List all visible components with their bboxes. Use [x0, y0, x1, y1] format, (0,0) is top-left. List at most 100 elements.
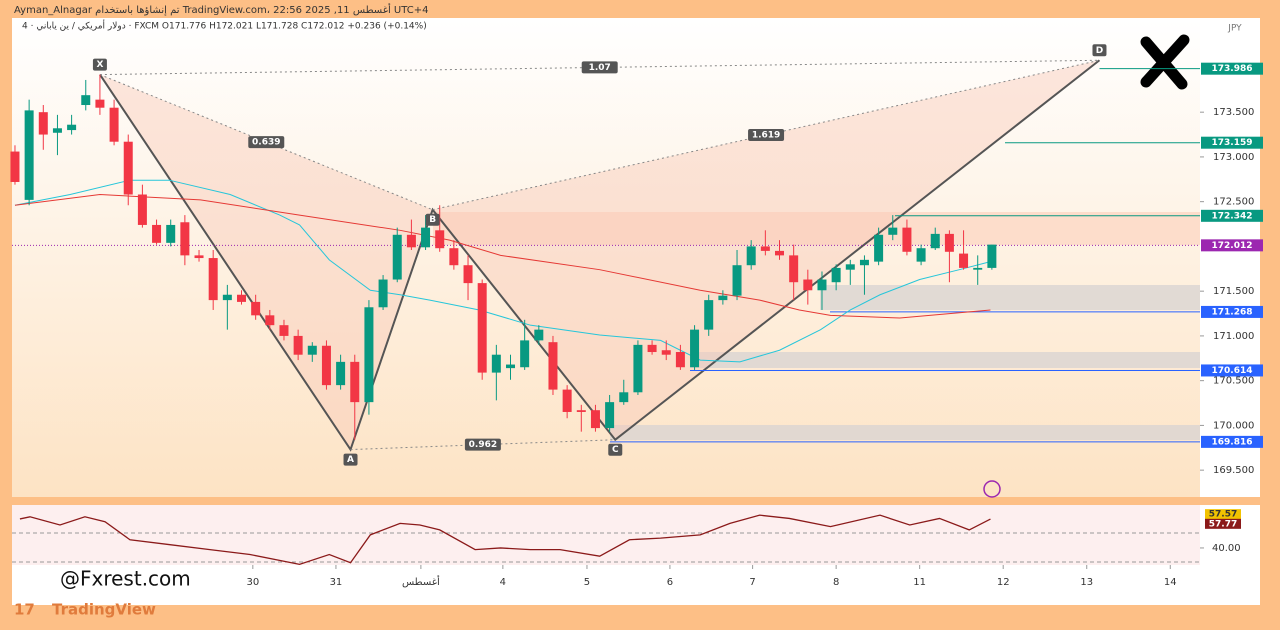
candle-body: [449, 248, 459, 266]
level-tag-bg: [1201, 62, 1263, 75]
candle-body: [690, 329, 700, 368]
candle-body: [279, 325, 289, 336]
rsi-tick-label: 40.00: [1212, 543, 1241, 554]
candle-body: [237, 294, 247, 302]
y-tick-label: 171.000: [1213, 331, 1254, 342]
candle-body: [619, 392, 629, 403]
tag-text: B: [429, 215, 436, 225]
candle-body: [491, 354, 501, 373]
x-tick-label: 13: [1080, 577, 1093, 588]
tag-text: X: [96, 60, 103, 70]
candle-body: [194, 255, 204, 259]
candle-body: [180, 222, 190, 256]
candle-body: [845, 264, 855, 270]
candle-body: [760, 246, 770, 251]
candle-body: [137, 194, 147, 225]
tag-text: 0.962: [469, 440, 497, 450]
x-tick-label: 14: [1164, 577, 1177, 588]
pattern-ratio-line: [99, 59, 1100, 76]
candle-body: [52, 128, 62, 133]
x-tick-label: 7: [749, 577, 755, 588]
alert-icon[interactable]: [983, 480, 1001, 498]
candle-body: [421, 227, 431, 248]
tag-bg: [425, 213, 440, 226]
x-tick-label: 5: [584, 577, 590, 588]
candle-body: [534, 329, 544, 341]
level-tag-bg: [1201, 239, 1263, 252]
candle-body: [548, 342, 558, 390]
tag-text: A: [347, 455, 354, 465]
level-tag: 172.012: [1212, 241, 1253, 251]
y-tick-label: 170.000: [1213, 420, 1254, 431]
candle-body: [251, 301, 261, 316]
candle-body: [392, 234, 402, 280]
x-tick-label: 4: [500, 577, 506, 588]
y-tick-label: 171.500: [1213, 286, 1254, 297]
tag-text: 1.619: [752, 130, 780, 140]
zone: [433, 212, 1200, 245]
x-tick-label: 30: [246, 577, 259, 588]
tag-bg: [92, 58, 107, 71]
candle-body: [874, 234, 884, 262]
level-tag-bg: [1201, 136, 1263, 149]
candle-body: [902, 227, 912, 252]
candle-body: [775, 250, 785, 256]
zone: [820, 285, 1200, 310]
candle-body: [973, 267, 983, 270]
x-tick-label: 11: [913, 577, 926, 588]
header-line: Ayman_Alnagar تم إنشاؤها باستخدام Tradin…: [14, 3, 429, 16]
tag-bg: [748, 128, 785, 141]
footer: [0, 605, 1280, 630]
tag-text: 0.639: [252, 138, 280, 148]
pane-divider: [12, 497, 1260, 505]
candle-body: [265, 315, 275, 326]
y-tick-label: 173.500: [1213, 107, 1254, 118]
tag-bg: [1092, 44, 1107, 57]
candle-body: [463, 265, 473, 284]
zone: [690, 352, 1200, 368]
candle-body: [38, 112, 48, 135]
x-tick-label: 8: [833, 577, 839, 588]
level-tag: 170.614: [1212, 366, 1253, 376]
tag-text: D: [1096, 46, 1103, 56]
candle-body: [222, 294, 232, 301]
ma-line: [14, 194, 991, 319]
tag-bg: [608, 443, 623, 456]
zone: [610, 425, 1200, 440]
candle-body: [817, 279, 827, 291]
candle-body: [350, 361, 360, 403]
x-tick-label: أغسطس: [402, 575, 440, 588]
candle-body: [152, 224, 162, 243]
candle-body: [859, 259, 869, 266]
candle-body: [67, 124, 77, 131]
candle-body: [831, 267, 841, 283]
level-tag-bg: [1201, 305, 1263, 318]
pattern-fill: [99, 74, 433, 450]
candle-body: [208, 258, 218, 301]
y-tick-label: 169.500: [1213, 465, 1254, 476]
x-tick-label: 6: [667, 577, 673, 588]
tag-text: 1.07: [589, 63, 611, 73]
y-tick-label: 170.500: [1213, 376, 1254, 387]
level-tag-bg: [1201, 435, 1263, 448]
tag-bg: [343, 453, 358, 466]
rsi-line: [19, 514, 991, 566]
tag-bg: [581, 61, 618, 74]
x-tick-label: 12: [997, 577, 1010, 588]
candle-body: [590, 410, 600, 429]
candle-body: [307, 345, 317, 355]
y-tick-label: 173.000: [1213, 152, 1254, 163]
candle-body: [506, 364, 516, 369]
ma-line: [14, 179, 991, 363]
candle-body: [293, 335, 303, 355]
candle-body: [661, 350, 671, 355]
candle-body: [166, 224, 176, 243]
level-tag: 172.342: [1212, 211, 1253, 221]
symbol-line: دولار أمريكي / ين ياباني · 4 · FXCM O171…: [22, 20, 427, 32]
brand: TradingView: [52, 601, 156, 619]
pattern-ratio-line: [350, 439, 616, 451]
level-tag: 173.159: [1212, 138, 1253, 148]
brand-icon: 17: [14, 601, 35, 619]
x-tick-label: 31: [330, 577, 343, 588]
